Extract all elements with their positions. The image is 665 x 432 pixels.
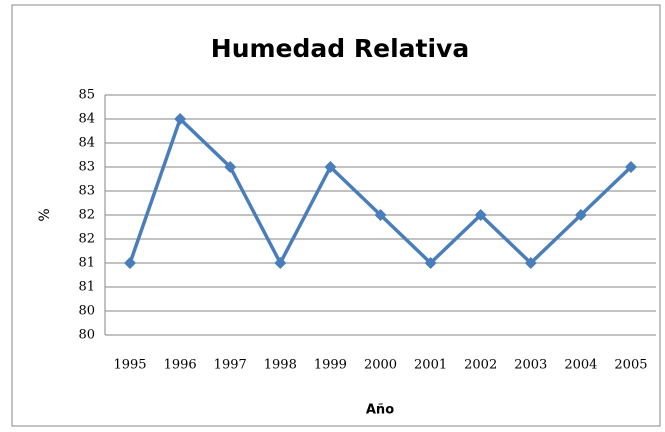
x-tick-label: 2001 xyxy=(414,358,447,373)
x-tick-label: 2005 xyxy=(614,358,647,373)
y-tick-label: 82 xyxy=(78,232,95,247)
data-marker xyxy=(224,161,237,173)
x-tick-label: 1998 xyxy=(264,358,297,373)
x-axis-label: Año xyxy=(366,403,394,418)
data-marker xyxy=(174,113,187,125)
y-tick-label: 83 xyxy=(78,160,95,175)
data-marker xyxy=(324,161,337,173)
x-tick-label: 1996 xyxy=(164,358,197,373)
y-tick-label: 80 xyxy=(78,304,95,319)
x-tick-label: 1999 xyxy=(314,358,347,373)
data-marker xyxy=(424,257,437,269)
data-marker xyxy=(624,161,637,173)
data-marker xyxy=(374,209,387,221)
y-tick-label: 84 xyxy=(78,112,95,127)
y-tick-label: 81 xyxy=(78,280,95,295)
x-tick-label: 2003 xyxy=(514,358,547,373)
data-marker xyxy=(274,257,287,269)
data-marker xyxy=(124,257,137,269)
data-marker xyxy=(574,209,587,221)
data-marker xyxy=(524,257,537,269)
x-tick-label: 2004 xyxy=(564,358,597,373)
data-marker xyxy=(474,209,487,221)
x-tick-label: 1997 xyxy=(214,358,247,373)
y-tick-label: 83 xyxy=(78,184,95,199)
y-tick-label: 85 xyxy=(78,88,95,103)
x-tick-label: 2002 xyxy=(464,358,497,373)
y-tick-label: 84 xyxy=(78,136,95,151)
x-tick-label: 2000 xyxy=(364,358,397,373)
y-axis-label: % xyxy=(37,208,53,221)
y-tick-label: 80 xyxy=(78,328,95,343)
x-tick-label: 1995 xyxy=(113,358,146,373)
chart-title: Humedad Relativa xyxy=(211,34,469,63)
y-tick-label: 81 xyxy=(78,256,95,271)
y-tick-label: 82 xyxy=(78,208,95,223)
